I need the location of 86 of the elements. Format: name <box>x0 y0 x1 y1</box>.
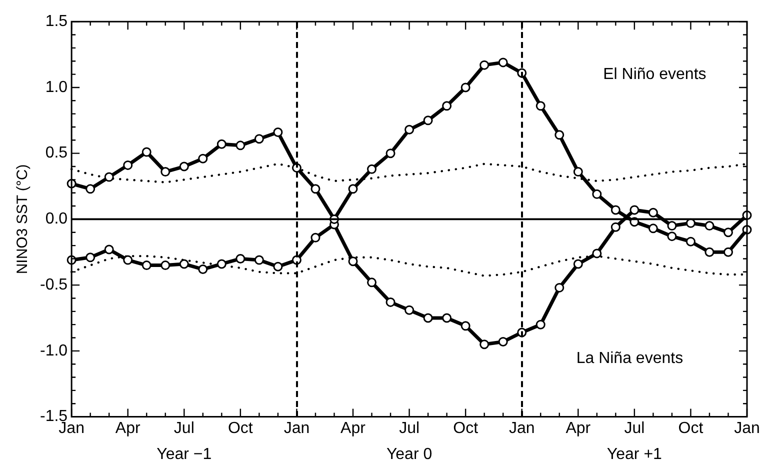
point <box>216 139 226 149</box>
point <box>592 189 602 199</box>
point <box>367 164 377 174</box>
point <box>686 236 696 246</box>
point <box>160 167 170 177</box>
point <box>667 221 677 231</box>
x-tick-label: Oct <box>228 420 254 437</box>
point <box>460 82 470 92</box>
point <box>610 205 620 215</box>
point <box>536 101 546 111</box>
point <box>630 205 640 215</box>
y-tick-label: 1.5 <box>45 13 68 30</box>
point <box>86 184 96 194</box>
point <box>104 172 114 182</box>
y-tick-label: 1.0 <box>45 78 68 96</box>
y-tick-label: 0.5 <box>45 144 68 162</box>
point <box>310 184 320 194</box>
point <box>480 340 490 350</box>
point <box>404 124 414 134</box>
point <box>704 247 714 257</box>
point <box>723 247 733 257</box>
text: Year +1 <box>606 446 662 464</box>
x-tick-label: Apr <box>115 420 141 437</box>
point <box>536 320 546 330</box>
point <box>554 282 564 292</box>
point <box>273 128 283 138</box>
point <box>348 184 358 194</box>
point <box>198 264 208 274</box>
point <box>704 221 714 231</box>
text: La Niña events <box>576 350 684 367</box>
point <box>216 259 226 269</box>
x-tick-label: Oct <box>678 420 704 437</box>
point <box>442 313 452 323</box>
y-tick-label: -1.0 <box>40 342 68 360</box>
point <box>198 154 208 164</box>
point <box>592 248 602 258</box>
x-tick-label: Jul <box>624 420 645 437</box>
point <box>554 130 564 140</box>
y-tick-label: 0.0 <box>45 210 68 228</box>
point <box>142 147 152 157</box>
x-tick-label: Apr <box>340 420 366 437</box>
text: Year −1 <box>156 446 212 464</box>
y-axis-title: NINO3 SST (°C) <box>14 164 32 274</box>
point <box>273 262 283 272</box>
point <box>348 256 358 266</box>
point <box>142 260 152 270</box>
legend-label: El Niño events <box>603 66 706 83</box>
point <box>648 208 658 218</box>
point <box>648 224 658 234</box>
point <box>610 222 620 232</box>
text: Year 0 <box>386 446 432 464</box>
point <box>498 336 508 346</box>
point <box>460 321 470 331</box>
point <box>179 259 189 269</box>
point <box>573 167 583 177</box>
x-tick-label: Apr <box>566 420 592 437</box>
point <box>667 232 677 242</box>
point <box>123 160 133 170</box>
point <box>423 313 433 323</box>
point <box>367 278 377 288</box>
point <box>160 260 170 270</box>
point <box>236 254 246 264</box>
point <box>236 140 246 150</box>
point <box>386 297 396 307</box>
x-tick-label: Jul <box>399 420 420 437</box>
x-tick-label: Jul <box>174 420 194 437</box>
x-tick-label: Jan <box>284 420 310 437</box>
y-tick-label: -0.5 <box>40 276 68 294</box>
point <box>723 228 733 238</box>
x-tick-label: Oct <box>453 420 479 437</box>
point <box>254 134 264 144</box>
point <box>254 255 264 265</box>
point <box>573 259 583 269</box>
point <box>480 60 490 70</box>
point <box>123 255 133 265</box>
x-tick-label: Jan <box>734 420 760 437</box>
x-tick-label: Jan <box>508 420 535 437</box>
point <box>386 148 396 158</box>
point <box>179 162 189 172</box>
point <box>86 252 96 262</box>
point <box>104 244 114 254</box>
point <box>498 58 508 68</box>
point <box>404 305 414 315</box>
point <box>423 116 433 126</box>
point <box>310 232 320 242</box>
point <box>442 101 452 111</box>
